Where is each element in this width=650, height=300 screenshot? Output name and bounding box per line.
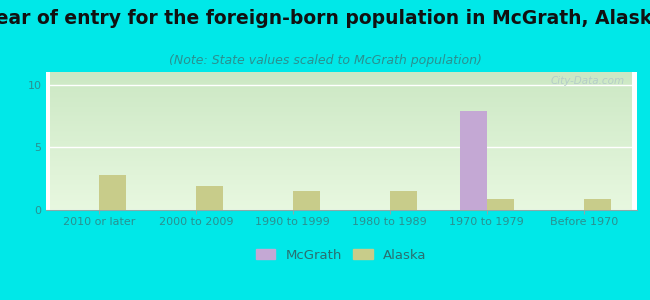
Text: Year of entry for the foreign-born population in McGrath, Alaska: Year of entry for the foreign-born popul… <box>0 9 650 28</box>
Bar <box>99 175 126 210</box>
Text: (Note: State values scaled to McGrath population): (Note: State values scaled to McGrath po… <box>168 54 482 67</box>
Bar <box>390 191 417 210</box>
Bar <box>292 191 320 210</box>
Bar <box>487 199 514 210</box>
Bar <box>460 111 487 210</box>
Bar <box>584 199 611 210</box>
Bar <box>196 186 223 210</box>
Text: City-Data.com: City-Data.com <box>551 76 625 86</box>
Legend: McGrath, Alaska: McGrath, Alaska <box>252 244 431 266</box>
